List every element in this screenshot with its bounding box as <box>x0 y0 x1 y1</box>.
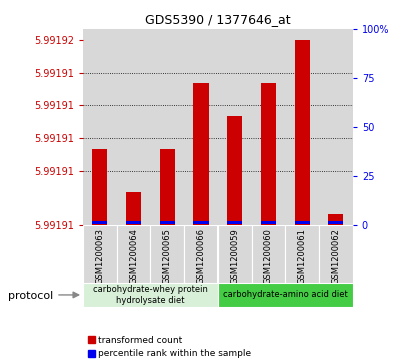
Text: carbohydrate-amino acid diet: carbohydrate-amino acid diet <box>223 290 348 299</box>
FancyBboxPatch shape <box>251 225 286 283</box>
Text: GSM1200060: GSM1200060 <box>264 228 273 284</box>
Bar <box>295 221 310 224</box>
Text: GSM1200062: GSM1200062 <box>332 228 340 284</box>
Bar <box>227 116 242 225</box>
Bar <box>319 29 353 225</box>
Text: GSM1200066: GSM1200066 <box>197 228 205 284</box>
Text: GSM1200063: GSM1200063 <box>95 228 104 284</box>
Bar <box>117 29 151 225</box>
Text: GSM1200064: GSM1200064 <box>129 228 138 284</box>
Bar <box>151 29 184 225</box>
Bar <box>227 221 242 224</box>
Bar <box>261 221 276 224</box>
FancyBboxPatch shape <box>319 225 353 283</box>
Bar <box>251 29 286 225</box>
Text: protocol: protocol <box>8 291 54 301</box>
Bar <box>295 40 310 225</box>
FancyBboxPatch shape <box>218 283 353 307</box>
FancyBboxPatch shape <box>83 283 218 307</box>
FancyBboxPatch shape <box>184 225 218 283</box>
Bar <box>126 192 141 225</box>
FancyBboxPatch shape <box>151 225 184 283</box>
Bar <box>184 29 218 225</box>
FancyBboxPatch shape <box>286 225 319 283</box>
Legend: transformed count, percentile rank within the sample: transformed count, percentile rank withi… <box>88 336 251 359</box>
Bar <box>160 221 175 224</box>
Bar <box>261 83 276 225</box>
Bar <box>92 149 107 225</box>
FancyBboxPatch shape <box>218 225 251 283</box>
Text: GSM1200059: GSM1200059 <box>230 228 239 284</box>
Bar <box>328 221 344 224</box>
Bar <box>83 29 117 225</box>
Text: GSM1200065: GSM1200065 <box>163 228 172 284</box>
FancyBboxPatch shape <box>117 225 151 283</box>
Bar <box>286 29 319 225</box>
Bar <box>193 83 209 225</box>
Text: carbohydrate-whey protein
hydrolysate diet: carbohydrate-whey protein hydrolysate di… <box>93 285 208 305</box>
Bar <box>328 214 344 225</box>
Bar <box>126 221 141 224</box>
Bar <box>218 29 251 225</box>
Bar <box>160 149 175 225</box>
Bar <box>193 221 209 224</box>
Bar <box>92 221 107 224</box>
FancyBboxPatch shape <box>83 225 117 283</box>
Title: GDS5390 / 1377646_at: GDS5390 / 1377646_at <box>145 13 290 26</box>
Text: GSM1200061: GSM1200061 <box>298 228 307 284</box>
